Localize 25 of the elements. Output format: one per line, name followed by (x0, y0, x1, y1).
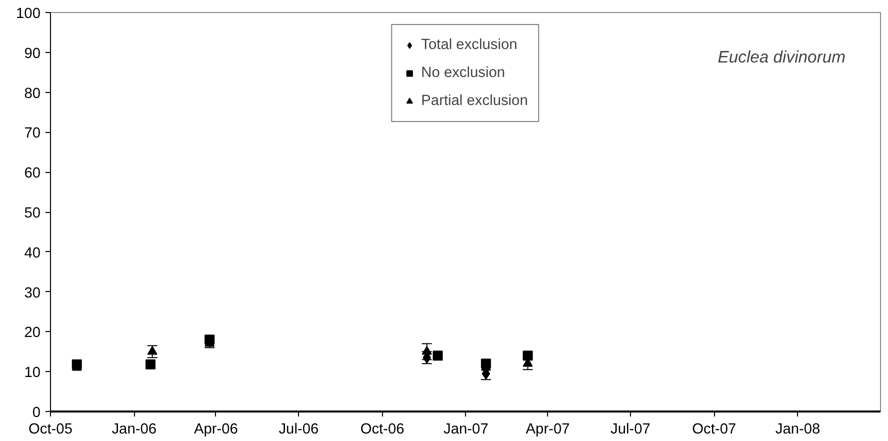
x-tick-label: Oct-07 (692, 422, 736, 438)
y-tick-label: 60 (24, 166, 41, 182)
y-tick-label: 50 (24, 206, 41, 222)
y-tick-label: 70 (24, 126, 41, 142)
y-tick-label: 100 (16, 6, 41, 22)
x-tick-label: Jan-06 (112, 422, 157, 438)
x-tick-label: Jul-06 (278, 422, 319, 438)
legend-label: Total exclusion (421, 37, 518, 53)
y-tick-label: 40 (24, 245, 41, 262)
x-tick-label: Jan-07 (444, 422, 488, 438)
y-tick-label: 80 (24, 86, 41, 102)
x-tick-label: Jan-08 (775, 422, 820, 438)
y-tick-label: 10 (24, 365, 41, 382)
y-tick-label: 20 (24, 325, 41, 342)
x-tick-label: Oct-05 (28, 422, 72, 438)
annotation: Euclea divinorum (718, 48, 846, 66)
x-tick-label: Jul-07 (610, 422, 650, 438)
legend-label: No exclusion (421, 65, 506, 81)
y-tick-label: 90 (24, 46, 41, 62)
x-tick-label: Apr-06 (194, 422, 238, 438)
x-tick-label: Apr-07 (526, 422, 570, 438)
y-tick-label: 0 (32, 405, 41, 421)
y-tick-label: 30 (24, 285, 41, 302)
x-tick-label: Oct-06 (360, 422, 404, 438)
legend-label: Partial exclusion (421, 93, 528, 109)
